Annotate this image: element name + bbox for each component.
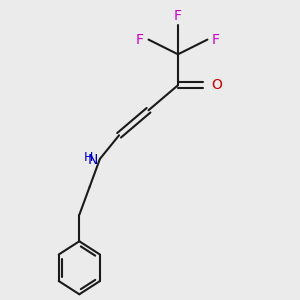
Text: N: N bbox=[88, 153, 98, 167]
Text: F: F bbox=[136, 33, 144, 46]
Text: H: H bbox=[84, 151, 94, 164]
Text: F: F bbox=[174, 9, 182, 23]
Text: F: F bbox=[212, 33, 220, 46]
Text: O: O bbox=[211, 78, 222, 92]
